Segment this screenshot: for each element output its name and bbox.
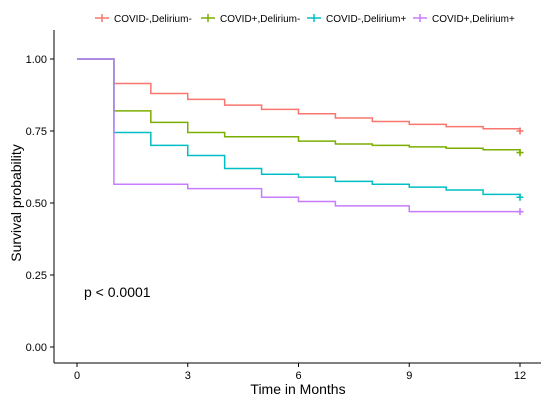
p-value-annotation: p < 0.0001 [84,284,151,300]
y-tick-label: 0.50 [26,198,47,210]
y-tick-label: 0.75 [26,126,47,138]
series-layer [77,58,524,216]
y-tick-label: 0.25 [26,270,47,282]
legend-label: COVID-,Delirium- [114,14,192,25]
x-tick-label: 3 [185,370,191,382]
labels: Survival probability Time in Months p < … [8,144,346,397]
legend-label: COVID+,Delirium- [220,14,300,25]
y-tick-label: 1.00 [26,54,47,66]
legend: COVID-,Delirium- COVID+,Delirium- COVID-,D… [95,14,515,25]
axes: 0.00 0.25 0.50 0.75 1.00 0 3 6 9 12 [26,30,541,382]
survival-curve-4 [77,58,520,213]
censor-mark-1 [516,127,524,135]
survival-curve-2 [77,58,521,153]
x-tick-label: 12 [514,370,526,382]
censor-mark-4 [516,208,524,216]
x-tick-label: 0 [74,370,80,382]
y-tick-label: 0.00 [26,342,47,354]
legend-label: COVID+,Delirium+ [432,14,515,25]
x-axis-title: Time in Months [250,381,345,397]
censor-mark-3 [516,193,524,201]
legend-label: COVID-,Delirium+ [326,14,406,25]
x-tick-label: 9 [406,370,412,382]
y-axis-title: Survival probability [8,144,24,262]
censor-mark-2 [516,149,524,157]
survival-curve-1 [77,58,521,131]
x-tick-label: 6 [295,370,301,382]
survival-curve-3 [77,58,521,198]
